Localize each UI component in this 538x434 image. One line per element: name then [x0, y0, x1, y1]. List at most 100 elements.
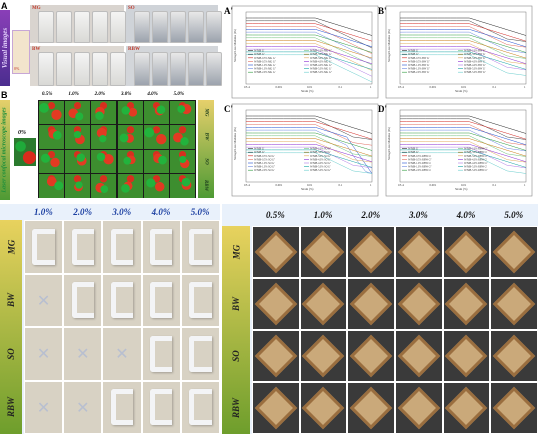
- chart-x-tick: 0.001: [276, 183, 283, 187]
- bread-photo: [395, 382, 443, 434]
- inversion-cell: [141, 273, 181, 327]
- chart-series-line: [399, 29, 527, 48]
- legend-entry: W/MB-0.5% BW G'': [408, 60, 430, 63]
- confocal-image: [170, 149, 196, 173]
- chart-panel-letter: B': [378, 6, 387, 16]
- vial-photo-mg-label: MG: [32, 6, 41, 11]
- confocal-row-label: SO: [203, 158, 209, 165]
- bread-slice: [302, 386, 345, 430]
- chart-series-line: [245, 144, 373, 163]
- bread-photo: [490, 382, 538, 434]
- confocal-row-label: BW: [203, 132, 209, 141]
- inversion-cell: [63, 220, 103, 274]
- bread-row-label: MG: [230, 244, 241, 260]
- confocal-image: [38, 174, 64, 198]
- c-shape-sample: [150, 228, 173, 265]
- legend-entry: W/MB-4.0% RBW G': [464, 158, 488, 161]
- chart-series-line: [245, 26, 373, 54]
- chart-x-tick: 1E-4: [244, 85, 250, 89]
- chart-series-line: [399, 124, 527, 146]
- panel-a: A Visual images 0% MG SO BW RBW: [0, 0, 222, 88]
- inversion-cell: [141, 327, 181, 381]
- inversion-cell: [180, 273, 220, 327]
- bread-slice: [254, 230, 298, 274]
- chart-series-line: [245, 132, 373, 151]
- chart-series-line: [399, 43, 527, 65]
- chart-ylabel: Storage/Loss Modulus (Pa): [387, 127, 391, 160]
- chart-series-line: [399, 34, 527, 53]
- legend-entry: W/MB-3.0% MG G'': [310, 57, 332, 60]
- bread-slice: [254, 334, 298, 378]
- bread-photo: [442, 226, 491, 278]
- bread-row-bar: MG BW SO RBW: [222, 226, 250, 434]
- legend-entry: W/MB-3.0% BW G'': [464, 57, 486, 60]
- legend-entry: W/MB-2.0% SO G'': [310, 148, 331, 151]
- chart-series-line: [399, 40, 527, 59]
- bread-col-label: 2.0%: [361, 210, 381, 220]
- confocal-image: [38, 149, 64, 173]
- failed-x-icon: ✕: [36, 290, 51, 310]
- legend-entry: W/MB G'': [408, 53, 419, 56]
- chart-series-line: [245, 138, 373, 157]
- inversion-cell: [180, 327, 220, 381]
- inversion-cell: ✕: [24, 380, 64, 434]
- chart-series-line: [399, 20, 527, 42]
- legend-entry: W/MB-5.0% BW G'': [464, 71, 486, 74]
- chart-series-line: [399, 141, 527, 163]
- confocal-row-labels: MG BW SO RBW: [198, 100, 214, 198]
- bread-photo: [490, 226, 538, 278]
- legend-entry: W/MB-2.0% SO G': [254, 169, 275, 172]
- chart-series-line: [245, 141, 373, 163]
- bread-photo: [299, 382, 348, 434]
- bread-photo: [252, 382, 300, 434]
- zero-vial-label: 0%: [14, 66, 20, 71]
- confocal-col-label: 0.5%: [42, 92, 53, 97]
- c-shape-sample: [110, 389, 134, 426]
- bread-slice: [492, 334, 536, 378]
- confocal-col-label: 3.0%: [121, 92, 132, 97]
- chart-x-tick: 1E-4: [398, 183, 404, 187]
- legend-entry: W/MB-1.0% BW G'': [408, 68, 430, 71]
- legend-entry: W/MB-0.5% RBW G': [408, 155, 432, 158]
- confocal-image: [91, 174, 117, 198]
- legend-entry: W/MB-1.0% SO G'': [254, 166, 275, 169]
- bread-photo: [299, 226, 348, 278]
- legend-entry: W/MB G': [408, 148, 419, 151]
- chart-series-line: [399, 129, 527, 152]
- confocal-image: [117, 149, 143, 173]
- chart-series-line: [245, 43, 373, 71]
- c-shape-sample: [32, 228, 55, 265]
- chart-series-line: [245, 152, 373, 174]
- inversion-row-label: SO: [5, 347, 16, 360]
- legend-entry: W/MB-5.0% SO G': [310, 166, 331, 169]
- failed-x-icon: ✕: [115, 344, 129, 364]
- bread-slice: [397, 334, 441, 378]
- inversion-cell: [102, 220, 142, 274]
- confocal-image: [91, 149, 117, 173]
- bread-slice: [302, 334, 345, 378]
- bread-slice: [397, 282, 441, 326]
- chart-series-line: [245, 124, 373, 146]
- chart-series-line: [399, 118, 527, 140]
- chart-x-tick: 0.01: [307, 85, 313, 89]
- vial-photo-bw: BW: [30, 46, 126, 86]
- c-shape-sample: [150, 335, 173, 372]
- bread-slice: [302, 230, 345, 274]
- confocal-image: [64, 125, 91, 149]
- chart-x-tick: 0.1: [339, 85, 343, 89]
- bread-slice: [349, 386, 393, 430]
- legend-entry: W/MB-1.0% SO G': [254, 162, 275, 165]
- bread-col-label: 3.0%: [409, 210, 428, 220]
- chart-series-line: [400, 17, 527, 36]
- chart-x-tick: 0.01: [307, 183, 313, 187]
- bread-col-label: 1.0%: [313, 210, 333, 220]
- legend-entry: W/MB-0.5% MG G': [254, 57, 276, 60]
- panel-c: 1.0% 2.0% 3.0% 4.0% 5.0% MG BW SO RBW ✕ ✕ ✕ ✕ ✕ ✕: [0, 204, 220, 434]
- inversion-row-bar: MG BW SO RBW: [0, 220, 22, 434]
- vial-photo-so: SO: [126, 5, 222, 43]
- legend-entry: W/MB-4.0% SO G': [310, 158, 331, 161]
- chart-series-line: [246, 135, 373, 157]
- bread-slice: [349, 230, 393, 274]
- bread-column-header: 0.5% 1.0% 2.0% 3.0% 4.0% 5.0%: [252, 204, 538, 226]
- c-shape-sample: [150, 282, 173, 319]
